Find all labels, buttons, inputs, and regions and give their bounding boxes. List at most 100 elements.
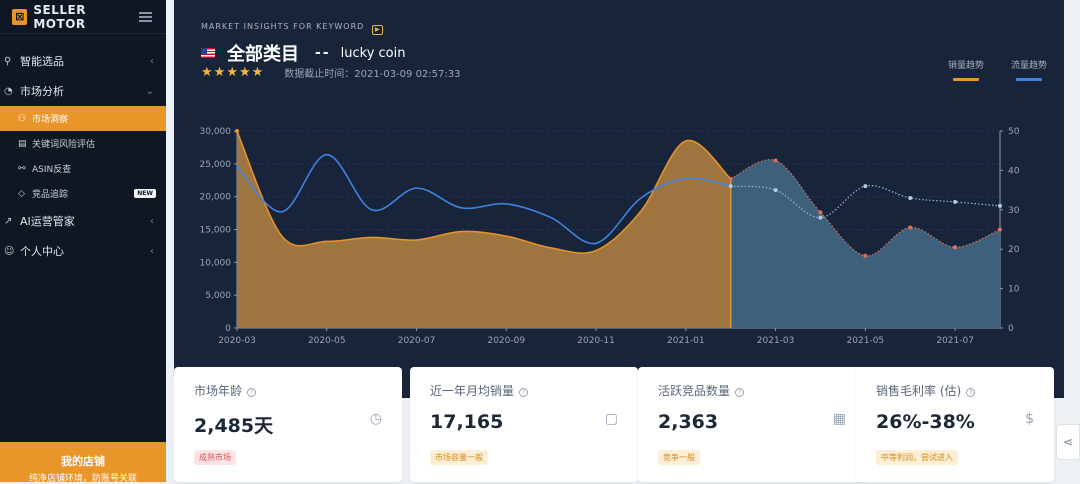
sales-line <box>236 130 732 254</box>
status-badge: 市场容量一般 <box>430 450 488 465</box>
sidebar-item-ai-ops[interactable]: ↗ AI运营管家 ‹ <box>0 206 166 236</box>
user-icon: ☺ <box>4 245 15 257</box>
x-tick-label: 2021-07 <box>936 336 974 346</box>
title-separator: -- <box>315 45 331 61</box>
sales-point <box>818 210 823 215</box>
sidebar-subitem-competitor-tracking[interactable]: ◇ 竞品追踪 NEW <box>0 181 166 206</box>
sales-area-history <box>237 131 731 328</box>
y-tick-label: 15,000 <box>200 226 232 236</box>
chart-icon: ◔ <box>4 85 13 97</box>
traffic-point <box>998 203 1002 208</box>
network-icon: ⚯ <box>18 163 26 174</box>
category-name: 全部类目 <box>227 44 299 65</box>
card-value: 2,363 <box>658 411 719 433</box>
traffic-point <box>908 195 913 200</box>
traffic-point <box>863 184 868 189</box>
traffic-point <box>953 199 958 204</box>
card-value: 2,485天 <box>194 415 274 437</box>
star-icon: ★ <box>201 65 213 80</box>
chevron-left-icon: ‹ <box>150 245 154 257</box>
sidebar-subitem-keyword-risk[interactable]: ▤ 关键词风险评估 <box>0 131 166 156</box>
sidebar-item-label: AI运营管家 <box>20 215 75 228</box>
sidebar: ⊠ SELLER MOTOR ⚲ 智能选品 ‹ ◔ 市场分析 ⌄ ⚇ 市场洞察 … <box>0 0 166 484</box>
x-tick-label: 2020-09 <box>487 336 525 346</box>
star-icon: ★ <box>226 65 238 80</box>
x-tick-label: 2021-01 <box>667 336 705 346</box>
insight-icon: ⚇ <box>18 113 27 124</box>
my-store-button[interactable]: 我的店铺 纯净店铺环境，防账号关联 <box>0 442 166 484</box>
y2-tick-label: 50 <box>1008 127 1020 137</box>
status-badge: 成熟市场 <box>194 450 236 465</box>
star-icon: ★ <box>238 65 251 80</box>
x-tick-label: 2020-07 <box>398 336 436 346</box>
traffic-line <box>236 153 731 245</box>
x-tick-label: 2021-05 <box>847 336 885 346</box>
card-value: 26%-38% <box>876 411 975 433</box>
star-icon: ★ <box>251 65 264 80</box>
section-label-text: MARKET INSIGHTS FOR KEYWORD <box>201 22 365 31</box>
legend-label: 销量趋势 <box>948 61 985 71</box>
search-list-icon: ⚲ <box>4 55 12 67</box>
y-tick-label: 10,000 <box>200 258 232 268</box>
y2-tick-label: 40 <box>1008 166 1020 176</box>
legend-label: 流量趋势 <box>1011 61 1048 71</box>
page-title: 全部类目 -- lucky coin <box>201 40 405 66</box>
y-tick-label: 20,000 <box>200 193 232 203</box>
ai-icon: ↗ <box>4 215 13 227</box>
traffic-point <box>773 188 778 193</box>
rating-row: ★ ★ ★ ★ ★ 数据截止时间：2021-03-09 02:57:33 <box>201 65 461 80</box>
stat-card-active-competitors: 活跃竞品数量? 2,363 ▦ 竞争一般 <box>638 367 866 482</box>
data-updated-time: 数据截止时间：2021-03-09 02:57:33 <box>284 69 461 80</box>
y-tick-label: 30,000 <box>200 127 232 137</box>
grid-icon: ▦ <box>832 411 846 427</box>
stat-card-market-age: 市场年龄? 2,485天 ◷ 成熟市场 <box>174 367 402 482</box>
sales-point <box>235 129 239 133</box>
sidebar-item-personal-center[interactable]: ☺ 个人中心 ‹ <box>0 236 166 266</box>
sidebar-subitem-market-insights[interactable]: ⚇ 市场洞察 <box>0 106 166 131</box>
y-tick-label: 25,000 <box>200 160 232 170</box>
card-title: 市场年龄 <box>194 384 243 398</box>
tag-icon: ◇ <box>18 188 25 199</box>
legend-traffic[interactable]: 流量趋势 <box>1011 58 1047 81</box>
legend-sales[interactable]: 销量趋势 <box>948 58 984 81</box>
help-icon[interactable]: ? <box>966 388 976 397</box>
help-icon[interactable]: ? <box>519 388 529 397</box>
y-tick-label: 0 <box>225 324 231 334</box>
x-tick-label: 2020-05 <box>308 336 346 346</box>
sales-point <box>908 225 913 230</box>
shopping-bag-icon: ▢ <box>604 411 618 427</box>
chevron-down-icon: ⌄ <box>145 85 154 97</box>
menu-toggle-icon[interactable] <box>138 11 153 22</box>
sidebar-subitem-label: 竞品追踪 <box>32 190 69 200</box>
logo-icon: ⊠ <box>12 8 28 25</box>
video-icon[interactable]: ▶ <box>372 25 384 35</box>
help-icon[interactable]: ? <box>735 388 745 397</box>
sidebar-subitem-asin-lookup[interactable]: ⚯ ASIN反查 <box>0 156 166 181</box>
document-icon: ▤ <box>18 138 27 149</box>
section-label: MARKET INSIGHTS FOR KEYWORD ▶ <box>201 22 384 35</box>
sales-point <box>863 253 868 258</box>
legend-swatch <box>1016 78 1042 81</box>
us-flag-icon <box>201 48 215 58</box>
trend-chart[interactable]: 0 5,000 10,000 15,000 20,000 25,000 30,000 0 10 2… <box>0 0 1080 398</box>
card-title: 近一年月均销量 <box>430 384 515 398</box>
share-icon[interactable]: ⋖ <box>1056 424 1080 460</box>
x-tick-label: 2020-03 <box>218 336 256 346</box>
sidebar-item-label: 市场分析 <box>20 85 64 98</box>
card-value: 17,165 <box>430 411 504 433</box>
stat-card-gross-margin: 销售毛利率 (估)? 26%-38% $ 中等利润，尝试进入 <box>856 367 1054 482</box>
sidebar-item-product-selection[interactable]: ⚲ 智能选品 ‹ <box>0 46 166 76</box>
sidebar-item-label: 个人中心 <box>20 245 64 258</box>
sales-point <box>953 245 958 250</box>
stat-card-monthly-sales: 近一年月均销量? 17,165 ▢ 市场容量一般 <box>410 367 638 482</box>
y2-tick-label: 0 <box>1008 324 1014 334</box>
sidebar-item-market-analysis[interactable]: ◔ 市场分析 ⌄ <box>0 76 166 106</box>
chevron-left-icon: ‹ <box>150 55 154 67</box>
y2-tick-label: 30 <box>1008 206 1020 216</box>
traffic-point <box>818 215 823 220</box>
sales-point <box>773 158 778 163</box>
card-title: 活跃竞品数量 <box>658 384 731 398</box>
status-badge: 中等利润，尝试进入 <box>876 450 958 465</box>
sidebar-subitem-label: 关键词风险评估 <box>32 140 96 150</box>
help-icon[interactable]: ? <box>247 388 257 397</box>
